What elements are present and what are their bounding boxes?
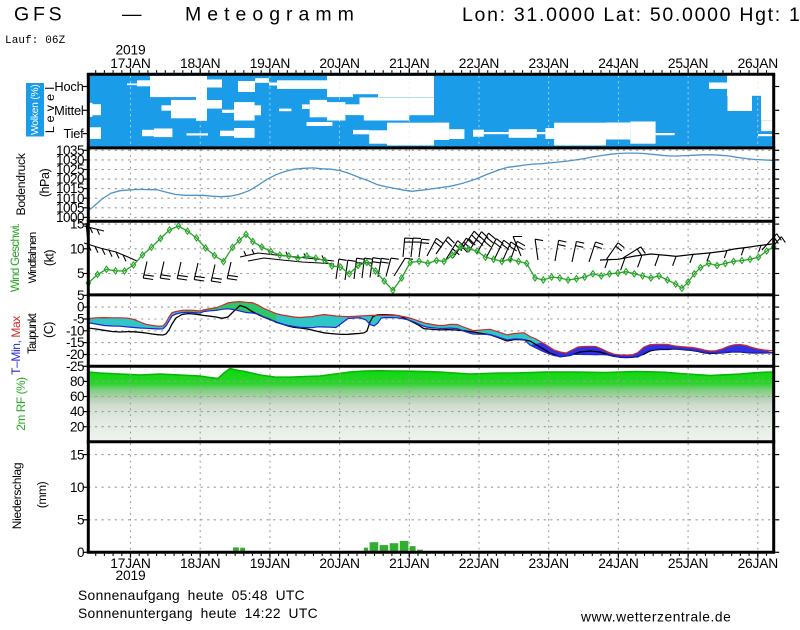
svg-text:5: 5 [77, 288, 84, 303]
svg-text:-5: -5 [73, 312, 84, 327]
svg-text:21JAN: 21JAN [389, 56, 429, 71]
svg-text:26JAN: 26JAN [738, 56, 778, 71]
svg-text:Taupunkt: Taupunkt [26, 312, 39, 354]
svg-text:L e v e l: L e v e l [43, 87, 57, 134]
svg-text:5: 5 [77, 512, 84, 527]
svg-text:20JAN: 20JAN [319, 56, 359, 71]
svg-text:Mittel: Mittel [54, 103, 83, 118]
svg-text:—: — [122, 4, 142, 26]
svg-text:1015: 1015 [56, 181, 84, 196]
svg-text:0: 0 [77, 300, 84, 315]
svg-text:20: 20 [70, 419, 84, 434]
svg-text:Sonnenuntergang heute 14:22 UT: Sonnenuntergang heute 14:22 UTC [78, 606, 318, 621]
svg-text:T–Min, Max: T–Min, Max [9, 316, 23, 375]
svg-text:-25: -25 [66, 359, 84, 374]
svg-text:25JAN: 25JAN [668, 556, 708, 571]
svg-text:Sonnenaufgang heute 05:48 UTC: Sonnenaufgang heute 05:48 UTC [78, 588, 305, 603]
svg-text:1020: 1020 [56, 172, 84, 187]
svg-text:19JAN: 19JAN [250, 556, 290, 571]
svg-text:22JAN: 22JAN [459, 556, 499, 571]
svg-text:Windfahnen: Windfahnen [27, 232, 39, 283]
svg-text:Lon: 31.0000 Lat: 50.0000 Hgt:: Lon: 31.0000 Lat: 50.0000 Hgt: 1 [462, 4, 800, 26]
svg-text:(hPa): (hPa) [38, 169, 52, 198]
svg-text:10: 10 [70, 480, 84, 495]
svg-text:Bodendruck: Bodendruck [14, 152, 28, 215]
svg-text:40: 40 [70, 404, 84, 419]
svg-text:0: 0 [77, 545, 84, 560]
svg-text:-10: -10 [66, 323, 84, 338]
svg-text:19JAN: 19JAN [250, 56, 290, 71]
svg-text:22JAN: 22JAN [459, 56, 499, 71]
svg-text:Meteogramm: Meteogramm [185, 4, 360, 26]
svg-text:18JAN: 18JAN [180, 56, 220, 71]
svg-text:5: 5 [77, 266, 84, 281]
svg-text:1005: 1005 [56, 200, 84, 215]
svg-text:10: 10 [70, 241, 84, 256]
svg-text:-15: -15 [66, 335, 84, 350]
svg-text:25JAN: 25JAN [668, 56, 708, 71]
svg-text:80: 80 [70, 374, 84, 389]
svg-text:15: 15 [70, 217, 84, 232]
svg-text:Wind Geschwi.: Wind Geschwi. [8, 223, 22, 292]
svg-text:20JAN: 20JAN [319, 556, 359, 571]
svg-text:2019: 2019 [116, 43, 146, 58]
svg-text:24JAN: 24JAN [598, 56, 638, 71]
svg-text:Hoch: Hoch [54, 79, 83, 94]
svg-text:1030: 1030 [56, 152, 84, 167]
svg-text:Lauf: 06Z: Lauf: 06Z [5, 35, 66, 47]
svg-text:15: 15 [70, 447, 84, 462]
svg-text:23JAN: 23JAN [528, 556, 568, 571]
svg-text:26JAN: 26JAN [738, 556, 778, 571]
svg-text:-20: -20 [66, 347, 84, 362]
svg-text:Niederschlag: Niederschlag [10, 463, 24, 529]
svg-text:www.wetterzentrale.de: www.wetterzentrale.de [580, 610, 731, 625]
svg-text:1025: 1025 [56, 162, 84, 177]
svg-text:1035: 1035 [56, 143, 84, 158]
svg-text:60: 60 [70, 389, 84, 404]
svg-text:17JAN: 17JAN [110, 556, 150, 571]
svg-text:2019: 2019 [116, 568, 146, 583]
svg-text:(C): (C) [42, 322, 56, 338]
svg-text:(kt): (kt) [43, 250, 57, 266]
svg-text:Wolken (%): Wolken (%) [30, 85, 41, 136]
svg-text:GFS: GFS [14, 4, 66, 26]
svg-text:23JAN: 23JAN [528, 56, 568, 71]
svg-text:18JAN: 18JAN [180, 556, 220, 571]
svg-text:24JAN: 24JAN [598, 556, 638, 571]
svg-text:2m RF (%): 2m RF (%) [14, 377, 28, 431]
svg-text:Tief: Tief [63, 126, 84, 141]
svg-text:1010: 1010 [56, 191, 84, 206]
svg-text:1000: 1000 [56, 210, 84, 225]
svg-text:21JAN: 21JAN [389, 556, 429, 571]
svg-text:17JAN: 17JAN [110, 56, 150, 71]
svg-text:(mm): (mm) [35, 481, 49, 508]
